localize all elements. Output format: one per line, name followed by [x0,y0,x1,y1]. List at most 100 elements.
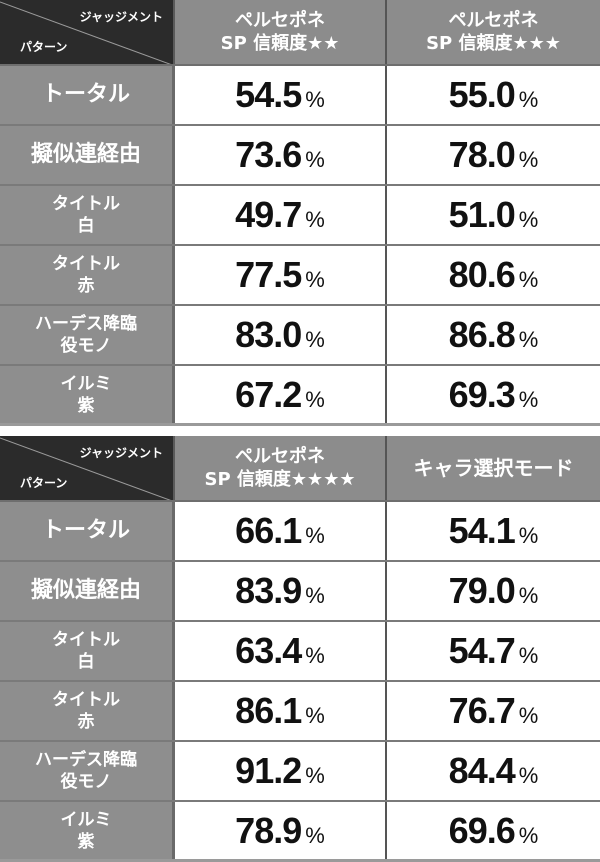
diagonal-line-icon [0,437,171,500]
percent-sign: % [305,643,325,668]
row-label: トータル [0,66,175,124]
row-label-line2: 白 [77,652,95,672]
percent-sign: % [518,643,539,668]
column-header-line1: ペルセポネ [235,446,325,467]
value-number: 86.1 [235,690,302,731]
value-cell: 80.6% [387,246,600,304]
row-label: タイトル赤 [0,682,175,740]
row-label-line1: イルミ [60,809,112,830]
row-label-line2: 役モノ [60,336,112,356]
table-row: タイトル赤 86.1% 76.7% [0,682,600,742]
table-row: 擬似連経由 73.6% 78.0% [0,126,600,186]
diagonal-line-icon [0,1,171,64]
corner-cell: ジャッジメント パターン [0,0,175,64]
column-header: ペルセポネ SP 信頼度★★ [175,0,387,64]
percent-sign: % [305,327,325,352]
column-header: キャラ選択モード [387,436,600,500]
row-label: イルミ紫 [0,366,175,423]
row-label-line1: 擬似連経由 [30,142,141,167]
row-label: タイトル赤 [0,246,175,304]
row-label-line2: 白 [77,216,95,236]
table-row: タイトル白 49.7% 51.0% [0,186,600,246]
row-label-line2: 役モノ [60,772,112,792]
percent-sign: % [518,87,539,112]
column-header: ペルセポネ SP 信頼度★★★★ [175,436,387,500]
column-header-line1: キャラ選択モード [413,455,574,480]
value-number: 69.6 [448,809,516,851]
value-number: 49.7 [235,194,302,235]
table-row: タイトル白 63.4% 54.7% [0,622,600,682]
value-number: 79.0 [448,570,516,611]
column-header-line2: SP 信頼度★★★ [426,33,561,54]
percent-sign: % [518,703,539,728]
value-number: 91.2 [235,750,302,791]
column-header: ペルセポネ SP 信頼度★★★ [387,0,600,64]
value-number: 80.6 [448,254,516,295]
judgement-label: ジャッジメント [79,446,163,460]
value-cell: 54.1% [387,502,600,560]
percent-sign: % [305,147,325,172]
percent-sign: % [305,267,325,292]
value-cell: 67.2% [175,366,387,423]
value-cell: 86.1% [175,682,387,740]
percent-sign: % [518,822,539,848]
row-label: ハーデス降臨 役モノ [0,306,175,364]
value-number: 84.4 [448,750,516,791]
value-number: 54.7 [448,630,516,671]
row-label-line2: 紫 [77,395,95,416]
row-label: タイトル白 [0,186,175,244]
percent-sign: % [518,386,539,412]
percent-sign: % [518,583,539,608]
corner-cell: ジャッジメント パターン [0,436,175,500]
percent-sign: % [518,267,539,292]
percent-sign: % [305,523,325,548]
value-cell: 91.2% [175,742,387,800]
percent-sign: % [305,703,325,728]
percent-sign: % [305,87,325,112]
value-number: 63.4 [235,630,302,671]
pattern-label: パターン [20,40,68,54]
table-header: ジャッジメント パターン ペルセポネ SP 信頼度★★★★ キャラ選択モード [0,436,600,502]
percent-sign: % [518,147,539,172]
value-cell: 69.3% [387,366,600,423]
value-cell: 51.0% [387,186,600,244]
row-label: トータル [0,502,175,560]
value-cell: 78.9% [175,802,387,859]
value-number: 83.9 [235,570,302,611]
row-label: タイトル白 [0,622,175,680]
column-header-line1: ペルセポネ [448,10,539,31]
value-cell: 84.4% [387,742,600,800]
percent-sign: % [305,583,325,608]
value-cell: 86.8% [387,306,600,364]
value-number: 77.5 [235,254,302,295]
row-label-line1: ハーデス降臨 [35,314,137,334]
value-number: 51.0 [448,194,516,235]
value-number: 86.8 [448,314,516,355]
table-row: ハーデス降臨 役モノ 83.0% 86.8% [0,306,600,366]
reliability-table-2: ジャッジメント パターン ペルセポネ SP 信頼度★★★★ キャラ選択モード トータル 66… [0,436,600,862]
percent-sign: % [518,523,539,548]
value-number: 69.3 [448,373,516,415]
value-number: 55.0 [448,74,516,115]
column-header-line2: SP 信頼度★★ [220,33,340,54]
reliability-table-1: ジャッジメント パターン ペルセポネ SP 信頼度★★ ペルセポネ SP 信頼度★★★ トー… [0,0,600,426]
value-number: 76.7 [448,690,516,731]
table-row: イルミ紫 67.2% 69.3% [0,366,600,426]
row-label-line1: トータル [41,518,130,543]
row-label-line1: タイトル [52,254,120,274]
table-row: トータル 54.5% 55.0% [0,66,600,126]
row-label-line1: タイトル [52,690,120,710]
value-number: 54.1 [448,510,516,551]
row-label: 擬似連経由 [0,126,175,184]
value-cell: 78.0% [387,126,600,184]
value-cell: 83.0% [175,306,387,364]
table-row: タイトル赤 77.5% 80.6% [0,246,600,306]
row-label-line1: タイトル [52,630,120,650]
table-row: ハーデス降臨 役モノ 91.2% 84.4% [0,742,600,802]
value-cell: 83.9% [175,562,387,620]
value-number: 83.0 [235,314,302,355]
row-label-line1: タイトル [52,194,120,214]
value-cell: 55.0% [387,66,600,124]
value-cell: 73.6% [175,126,387,184]
value-number: 73.6 [235,134,302,175]
